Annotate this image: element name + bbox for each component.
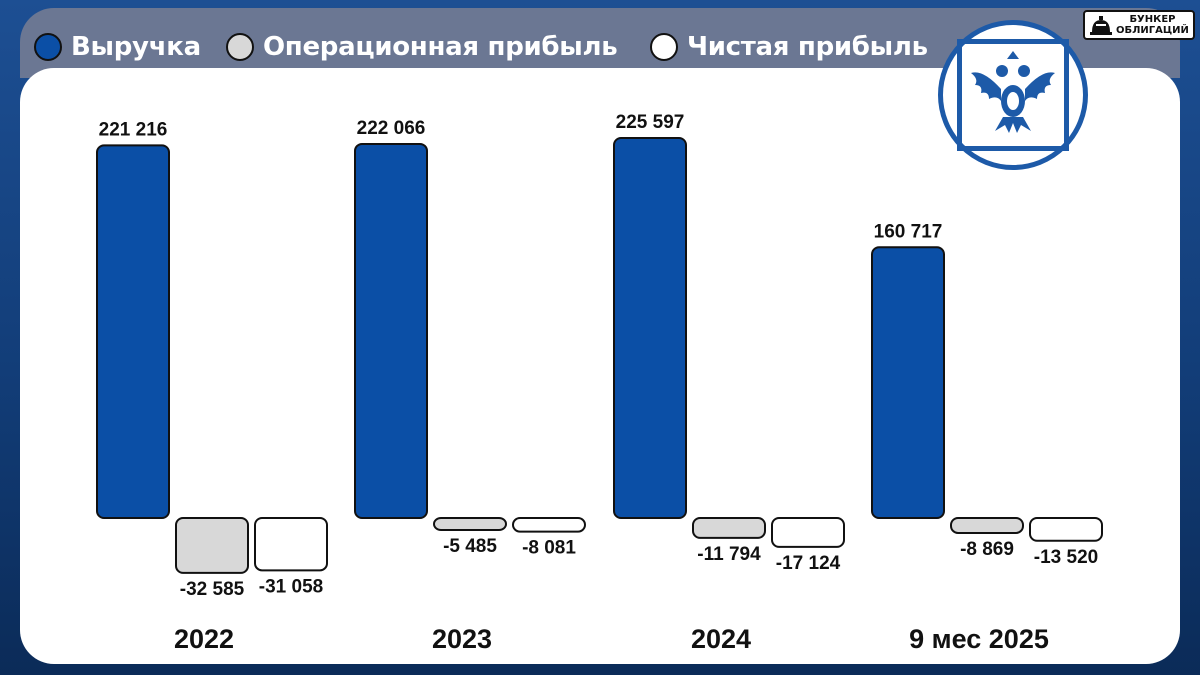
legend-item-net-profit: Чистая прибыль (650, 30, 928, 64)
data-label-revenue: 221 216 (99, 119, 168, 140)
bar-revenue (96, 144, 170, 519)
bar-revenue (613, 137, 687, 519)
brand-text: БУНКЕР ОБЛИГАЦИЙ (1116, 14, 1189, 36)
legend-swatch-operating-profit (226, 33, 254, 61)
russian-post-logo (938, 20, 1088, 170)
bar-revenue (354, 142, 428, 519)
bar-operating-profit (175, 517, 249, 574)
bar-operating-profit (433, 517, 507, 531)
category-label: 9 мес 2025 (909, 624, 1049, 654)
brand-badge: БУНКЕР ОБЛИГАЦИЙ (1083, 10, 1195, 40)
data-label-operating-profit: -5 485 (443, 536, 497, 557)
data-label-net-profit: -13 520 (1034, 547, 1098, 568)
data-label-operating-profit: -11 794 (697, 544, 761, 565)
data-label-revenue: 222 066 (357, 118, 426, 139)
legend-swatch-revenue (34, 33, 62, 61)
double-headed-eagle-emblem (957, 39, 1069, 151)
legend-swatch-net-profit (650, 33, 678, 61)
legend-label-revenue: Выручка (71, 32, 201, 62)
bar-operating-profit (692, 517, 766, 539)
brand-line1: БУНКЕР (1129, 14, 1176, 25)
category-label: 2024 (691, 624, 751, 654)
data-label-revenue: 225 597 (616, 112, 685, 133)
data-label-net-profit: -8 081 (522, 538, 576, 559)
bar-net-profit (1029, 517, 1103, 542)
bar-net-profit (254, 517, 328, 572)
bar-net-profit (771, 517, 845, 548)
brand-line2: ОБЛИГАЦИЙ (1116, 25, 1189, 36)
bar-net-profit (512, 517, 586, 533)
bunker-icon (1090, 16, 1112, 35)
legend-label-operating-profit: Операционная прибыль (263, 32, 618, 62)
category-label: 2022 (174, 624, 234, 654)
legend-label-net-profit: Чистая прибыль (687, 32, 928, 62)
data-label-net-profit: -31 058 (259, 576, 323, 597)
bar-revenue (871, 246, 945, 519)
data-label-operating-profit: -8 869 (960, 539, 1014, 560)
data-label-revenue: 160 717 (874, 221, 943, 242)
data-label-operating-profit: -32 585 (180, 579, 245, 600)
data-label-net-profit: -17 124 (776, 553, 841, 574)
bar-operating-profit (950, 517, 1024, 534)
legend-item-operating-profit: Операционная прибыль (226, 30, 618, 64)
legend-item-revenue: Выручка (34, 30, 201, 64)
category-label: 2023 (432, 624, 492, 654)
